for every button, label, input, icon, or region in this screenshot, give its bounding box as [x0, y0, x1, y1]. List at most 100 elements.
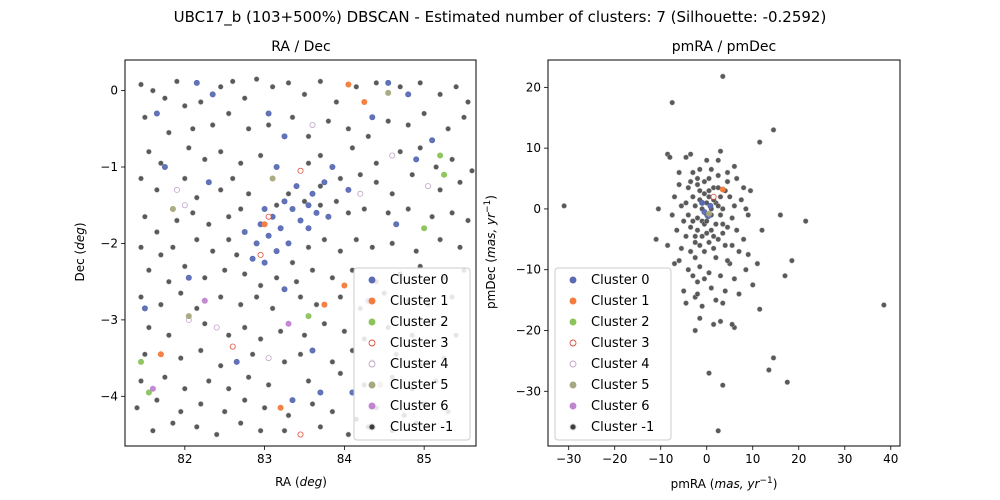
data-point: [696, 187, 703, 194]
data-point: [690, 169, 696, 176]
data-point: [706, 370, 712, 376]
data-point: [145, 389, 152, 396]
ra-dec-title: RA / Dec: [271, 39, 330, 55]
data-point: [305, 202, 312, 209]
data-point: [233, 358, 240, 365]
data-point: [701, 248, 708, 255]
data-point: [333, 198, 340, 205]
data-point: [177, 290, 184, 296]
data-point: [297, 431, 304, 438]
legend-label: Cluster 3: [390, 336, 449, 351]
data-point: [353, 83, 360, 90]
data-point: [181, 202, 188, 209]
data-point: [253, 76, 260, 82]
data-point: [265, 122, 272, 128]
data-point: [153, 110, 160, 117]
data-point: [177, 355, 184, 361]
legend-label: Cluster 1: [591, 294, 650, 309]
data-point: [329, 163, 336, 170]
data-point: [205, 179, 212, 186]
data-point: [181, 263, 188, 270]
data-point: [694, 175, 701, 182]
data-point: [185, 313, 192, 320]
data-point: [285, 190, 292, 197]
data-point: [269, 175, 276, 182]
data-point: [345, 431, 352, 438]
data-point: [150, 427, 156, 434]
data-point: [710, 245, 717, 252]
pm-axes-frame: [547, 59, 901, 447]
data-point: [146, 324, 152, 331]
data-point: [181, 175, 188, 182]
data-point: [365, 133, 372, 140]
data-point: [265, 110, 272, 117]
data-point: [461, 114, 467, 121]
data-point: [333, 99, 340, 105]
data-point: [317, 202, 324, 209]
x-tick-label: 0: [703, 452, 711, 466]
data-point: [724, 224, 731, 231]
data-point: [297, 217, 304, 224]
data-point: [707, 202, 714, 209]
data-point: [325, 118, 332, 124]
data-point: [683, 154, 689, 161]
legend-label: Cluster 2: [591, 315, 650, 330]
data-point: [715, 427, 722, 434]
data-point: [676, 181, 682, 188]
data-point: [205, 221, 212, 228]
data-point: [722, 242, 729, 249]
data-point: [724, 169, 731, 176]
data-point: [142, 114, 148, 121]
pm-points: [561, 73, 887, 434]
data-point: [740, 236, 747, 243]
data-point: [169, 205, 176, 212]
data-point: [337, 248, 344, 254]
data-point: [221, 408, 228, 415]
legend-label: Cluster 4: [390, 357, 449, 372]
data-point: [309, 190, 316, 197]
data-point: [429, 213, 435, 220]
data-point: [317, 152, 324, 159]
y-tick-label: −10: [516, 263, 541, 277]
data-point: [433, 164, 439, 170]
data-point: [245, 125, 252, 132]
pm-xlabel: pmRA (mas, yr−1): [671, 476, 778, 491]
data-point: [142, 213, 148, 220]
data-point: [745, 212, 752, 218]
data-point: [696, 315, 703, 322]
data-point: [465, 99, 471, 105]
y-tick-label: 0: [533, 202, 541, 216]
data-point: [405, 122, 412, 128]
data-point: [313, 209, 320, 216]
data-point: [141, 305, 148, 312]
data-point: [770, 127, 777, 133]
data-point: [669, 212, 676, 218]
data-point: [249, 351, 256, 358]
data-point: [696, 166, 703, 173]
data-point: [305, 225, 312, 232]
data-point: [237, 206, 244, 212]
data-point: [289, 114, 296, 121]
x-tick-label: 85: [417, 452, 432, 466]
data-point: [719, 221, 726, 227]
data-point: [154, 397, 160, 403]
data-point: [193, 194, 200, 201]
data-point: [678, 245, 685, 252]
data-point: [341, 282, 348, 289]
data-point: [719, 382, 726, 389]
data-point: [289, 205, 296, 212]
data-point: [257, 427, 264, 434]
data-point: [437, 152, 444, 159]
data-point: [301, 198, 308, 205]
data-point: [465, 217, 471, 224]
y-tick-label: −20: [516, 324, 541, 338]
data-point: [766, 367, 772, 373]
data-point: [265, 382, 272, 388]
data-point: [237, 420, 244, 426]
data-point: [683, 233, 689, 240]
x-tick-label: −20: [602, 452, 627, 466]
data-point: [325, 213, 332, 220]
data-point: [680, 288, 687, 294]
data-point: [158, 252, 164, 258]
